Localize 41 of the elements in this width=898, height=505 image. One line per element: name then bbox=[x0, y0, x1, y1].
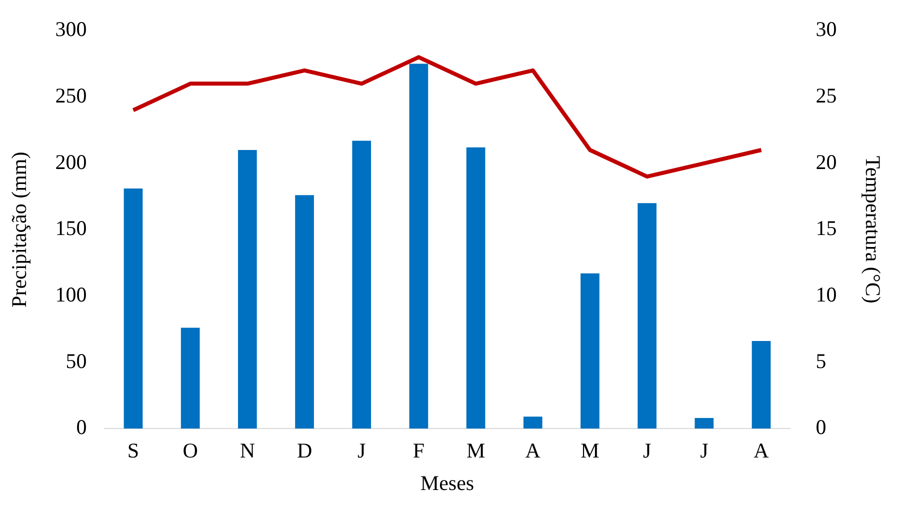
y2-tick-label: 5 bbox=[816, 348, 826, 373]
y-tick-label: 100 bbox=[55, 282, 87, 306]
y-axis-title: Precipitação (mm) bbox=[7, 152, 32, 308]
bar bbox=[180, 328, 200, 429]
y2-axis-title: Temperatura (°C) bbox=[860, 156, 885, 304]
x-tick-label: M bbox=[466, 438, 486, 463]
bar bbox=[409, 64, 428, 429]
x-tick-label: N bbox=[240, 438, 256, 463]
x-axis-title: Meses bbox=[420, 470, 474, 495]
y2-tick-label: 30 bbox=[816, 17, 837, 42]
y-tick-label: 0 bbox=[76, 415, 87, 440]
x-tick-label: A bbox=[754, 438, 770, 463]
y2-tick-label: 20 bbox=[816, 150, 837, 174]
x-tick-label: F bbox=[412, 438, 425, 463]
x-tick-label: S bbox=[127, 438, 140, 463]
bar bbox=[238, 150, 257, 429]
bar bbox=[124, 188, 143, 429]
x-tick-label: M bbox=[580, 438, 600, 463]
bar bbox=[466, 147, 486, 429]
y-tick-label: 200 bbox=[55, 150, 87, 174]
x-tick-label: J bbox=[642, 438, 652, 463]
x-tick-label: J bbox=[358, 438, 366, 463]
x-tick-label: A bbox=[525, 438, 542, 463]
bar bbox=[638, 203, 656, 429]
bar bbox=[580, 273, 600, 429]
x-tick-label: D bbox=[296, 438, 312, 463]
bar bbox=[352, 140, 372, 429]
y2-tick-label: 15 bbox=[816, 216, 837, 240]
bar bbox=[752, 341, 771, 429]
y2-tick-label: 0 bbox=[816, 415, 826, 440]
x-tick-label: O bbox=[182, 438, 198, 463]
y2-tick-label: 25 bbox=[816, 83, 837, 108]
y-tick-label: 50 bbox=[66, 348, 87, 373]
bar bbox=[523, 416, 542, 429]
y2-tick-label: 10 bbox=[816, 282, 837, 306]
y-tick-label: 300 bbox=[55, 17, 87, 42]
y-tick-label: 150 bbox=[55, 216, 87, 240]
bar bbox=[694, 418, 714, 429]
bar bbox=[295, 195, 314, 429]
x-tick-label: J bbox=[700, 438, 708, 463]
y-tick-label: 250 bbox=[55, 83, 87, 108]
